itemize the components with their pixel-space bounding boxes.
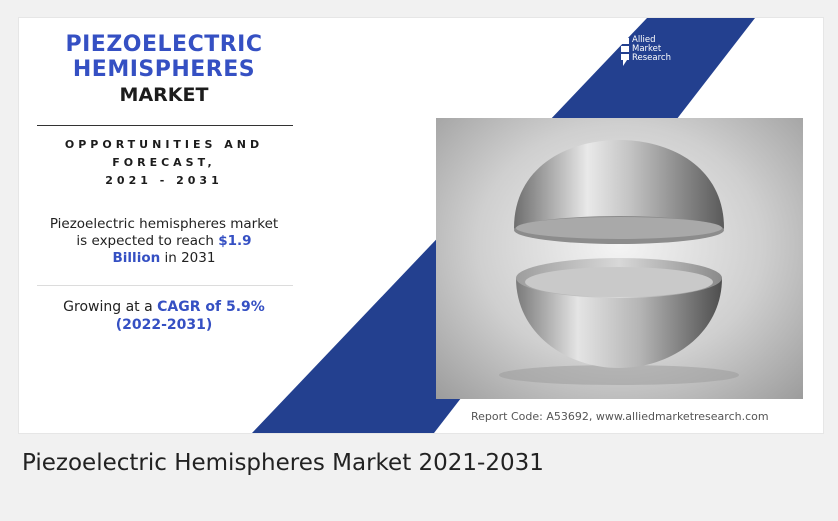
title-line1: PIEZOELECTRIC (65, 32, 263, 57)
report-code: Report Code: A53692, www.alliedmarketres… (471, 410, 769, 423)
logo-line1: Allied (632, 35, 656, 45)
cagr-text: CAGR of 5.9% (157, 299, 265, 315)
market-unit: Billion (112, 250, 161, 266)
opportunities-line3: 2021 - 2031 (105, 174, 223, 187)
left-panel: PIEZOELECTRIC HEMISPHERES MARKET OPPORTU… (33, 32, 295, 334)
infographic-image: PIEZOELECTRIC HEMISPHERES MARKET OPPORTU… (18, 17, 824, 434)
growth-text-block: Growing at a CAGR of 5.9% (2022-2031) (33, 298, 295, 334)
logo-line2: Market (632, 44, 662, 54)
hemispheres-photo (436, 118, 803, 399)
cagr-period: (2022-2031) (115, 317, 213, 333)
hemispheres-illustration (499, 140, 739, 385)
title-line2: HEMISPHERES (72, 57, 256, 82)
logo-text: Allied Market Research (632, 36, 671, 63)
growth-text: Growing at a (63, 299, 153, 315)
amr-logo: Allied Market Research (620, 36, 700, 82)
market-year: in 2031 (164, 250, 216, 266)
logo-mark-icon (621, 38, 629, 66)
opportunities-line2: FORECAST, (112, 156, 216, 169)
opportunities-block: OPPORTUNITIES AND FORECAST, 2021 - 2031 (33, 136, 295, 190)
opportunities-line1: OPPORTUNITIES AND (64, 138, 264, 151)
logo-line3: Research (632, 53, 671, 63)
market-text-1: Piezoelectric hemispheres market (49, 216, 279, 232)
divider (37, 125, 293, 126)
market-size-text: Piezoelectric hemispheres market is expe… (33, 216, 295, 267)
image-caption: Piezoelectric Hemispheres Market 2021-20… (22, 450, 544, 476)
market-value: $1.9 (218, 233, 252, 249)
title-line3: MARKET (119, 84, 209, 106)
market-text-2: is expected to reach (76, 233, 214, 249)
divider-light (37, 285, 293, 286)
